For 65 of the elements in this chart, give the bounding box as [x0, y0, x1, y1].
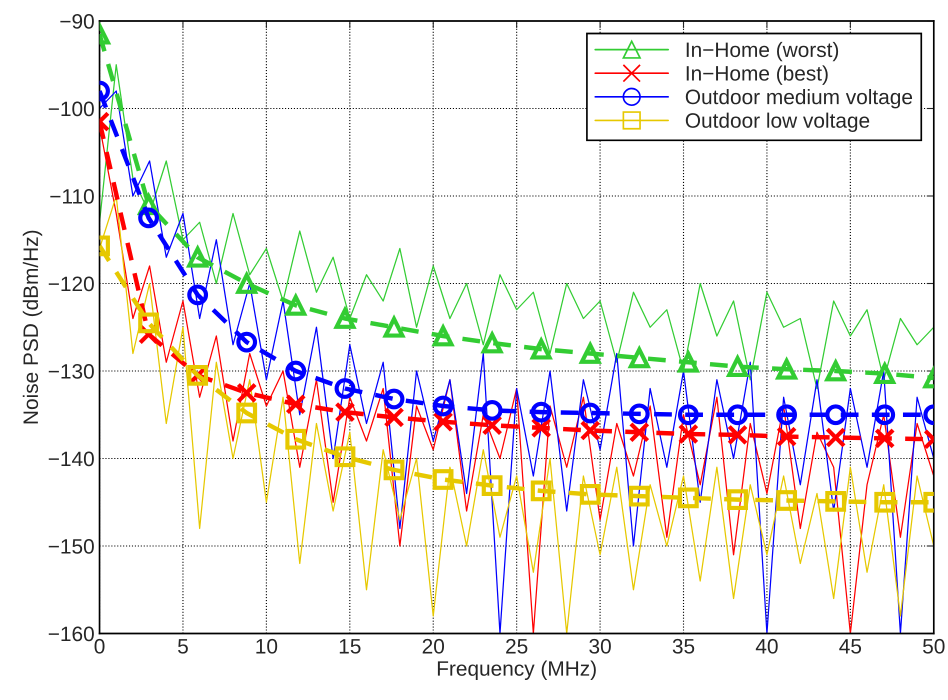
point — [482, 400, 503, 421]
y-tick-label: −130 — [48, 364, 94, 379]
point — [482, 475, 503, 496]
y-tick-label: −150 — [48, 539, 94, 554]
point — [384, 459, 404, 480]
legend-label: In−Home (worst) — [686, 42, 838, 62]
x-tick-label: 0 — [94, 638, 105, 654]
point — [825, 404, 846, 426]
point — [825, 427, 846, 448]
legend-label: Outdoor medium voltage — [686, 89, 912, 108]
point — [580, 402, 601, 424]
legend-label: Outdoor low voltage — [686, 112, 870, 132]
point — [432, 396, 454, 416]
x-tick-label: 35 — [672, 638, 694, 654]
point — [678, 487, 699, 508]
point — [727, 424, 748, 446]
x-axis-title: Frequency (MHz) — [438, 660, 596, 680]
legend-label: In−Home (best) — [686, 65, 828, 85]
point — [285, 360, 306, 382]
point — [776, 404, 798, 426]
point — [530, 402, 552, 423]
point — [285, 428, 306, 450]
x-tick-label: 10 — [256, 638, 278, 654]
y-tick-label: −160 — [48, 626, 94, 642]
point — [236, 402, 258, 424]
point — [678, 404, 699, 426]
x-tick-label: 20 — [422, 638, 444, 654]
y-tick-label: −100 — [48, 102, 94, 116]
x-tick-label: 50 — [923, 638, 945, 654]
point — [678, 424, 699, 444]
point — [236, 382, 258, 404]
x-tick-label: 45 — [839, 639, 862, 654]
point — [776, 490, 798, 511]
point — [628, 403, 650, 424]
point — [138, 207, 160, 228]
x-tick-label: 15 — [340, 639, 361, 654]
point — [432, 469, 454, 490]
point — [334, 402, 356, 423]
point — [530, 480, 552, 502]
point — [727, 489, 748, 510]
point — [187, 284, 208, 306]
point — [236, 332, 258, 353]
x-tick-label: 30 — [589, 638, 611, 654]
point — [825, 490, 846, 512]
point — [874, 492, 896, 513]
point — [776, 426, 798, 448]
point — [334, 378, 356, 399]
y-tick-label: −140 — [48, 452, 94, 466]
point — [727, 404, 748, 426]
point — [384, 406, 404, 428]
point — [138, 312, 160, 334]
point — [285, 394, 306, 415]
point — [334, 446, 356, 468]
point — [874, 404, 896, 426]
x-tick-label: 25 — [506, 638, 528, 654]
point — [580, 484, 601, 505]
x-tick-label: 40 — [756, 638, 778, 654]
x-tick-label: 5 — [178, 639, 188, 654]
point — [384, 388, 404, 410]
y-axis-title: Noise PSD (dBm/Hz) — [22, 230, 42, 424]
y-tick-label: −90 — [60, 14, 94, 29]
point — [628, 486, 650, 507]
y-tick-label: −120 — [48, 276, 94, 292]
point — [874, 428, 896, 449]
y-tick-label: −110 — [50, 189, 94, 204]
